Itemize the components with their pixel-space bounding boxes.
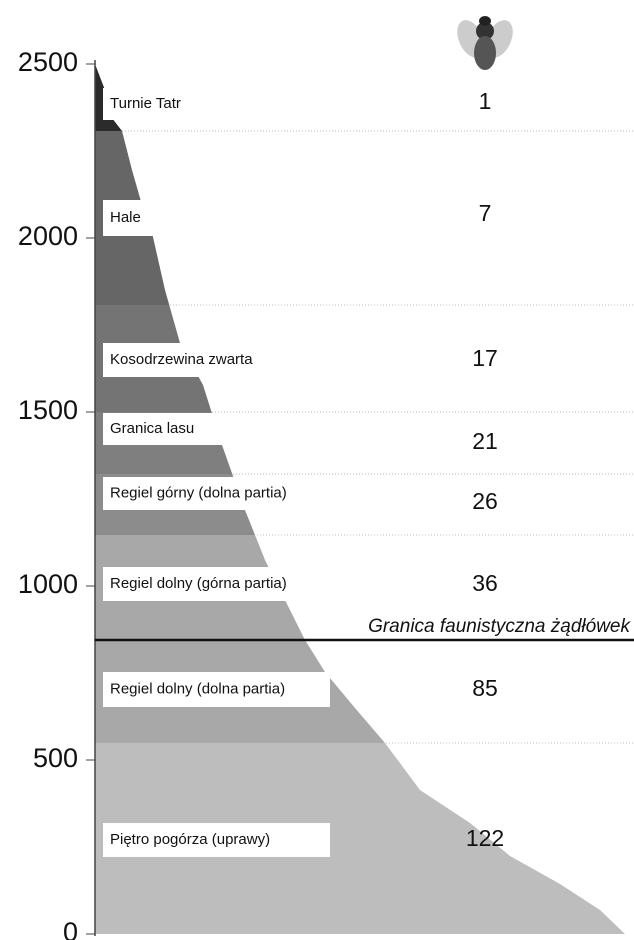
species-count: 36 [472,570,498,596]
tick-label: 500 [33,743,78,773]
tick-label: 2500 [18,47,78,77]
label-box [103,477,340,510]
bee-icon [457,16,513,70]
zone-label: Regiel dolny (górna partia) [110,575,287,592]
species-count: 1 [479,88,492,114]
label-box [103,88,215,120]
label-box [103,823,330,857]
tick-label: 2000 [18,221,78,251]
zone-label: Granica lasu [110,420,194,437]
species-count: 17 [472,345,498,371]
species-count: 7 [479,200,492,226]
zone-label: Regiel górny (dolna partia) [110,484,287,501]
species-count: 85 [472,675,498,701]
zones: Turnie Tatr 1 Hale 7 Kosodrzewina zwarta 17 Gr… [103,88,504,857]
faunal-boundary-label: Granica faunistyczna żądłówek [368,616,631,637]
species-count: 122 [466,825,504,851]
label-box [103,343,290,377]
tick-label: 0 [63,917,78,940]
tick-label: 1500 [18,395,78,425]
species-count: 26 [472,488,498,514]
zone-label: Turnie Tatr [110,95,181,112]
label-box [103,672,330,707]
tick-label: 1000 [18,569,78,599]
zone-label: Hale [110,209,141,226]
zone-label: Regiel dolny (dolna partia) [110,680,285,697]
y-axis: 2500 2000 1500 1000 500 0 [18,47,95,940]
label-box [103,200,195,236]
zone-label: Kosodrzewina zwarta [110,351,253,368]
species-count: 21 [472,428,498,454]
zone-label: Piętro pogórza (uprawy) [110,831,270,848]
label-box [103,567,320,601]
label-box [103,413,225,445]
